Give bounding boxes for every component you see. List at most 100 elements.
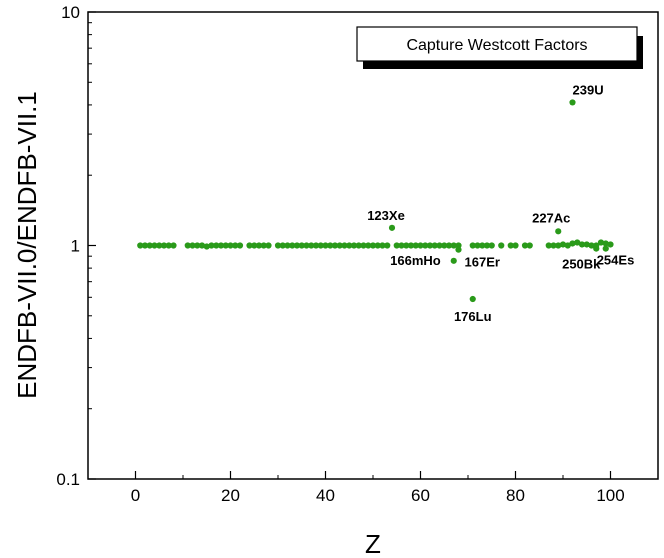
x-tick-label: 40 xyxy=(316,486,335,505)
legend-box: Capture Westcott Factors xyxy=(356,26,643,69)
data-point xyxy=(602,240,609,247)
data-point xyxy=(336,242,343,249)
data-point xyxy=(208,242,215,249)
annotation-123xe: 123Xe xyxy=(367,208,405,223)
x-axis-title: Z xyxy=(365,529,381,558)
x-tick-label: 20 xyxy=(221,486,240,505)
annotation-239u: 239U xyxy=(573,82,604,97)
data-point xyxy=(483,242,491,249)
data-point xyxy=(545,242,552,249)
data-point xyxy=(203,243,210,250)
data-point xyxy=(251,242,258,249)
data-point xyxy=(289,242,296,249)
data-point xyxy=(156,242,163,249)
data-point xyxy=(141,242,149,249)
x-tick-label: 60 xyxy=(411,486,430,505)
legend-title: Capture Westcott Factors xyxy=(406,37,587,54)
data-point xyxy=(360,242,367,249)
data-point xyxy=(384,242,391,249)
data-point xyxy=(431,242,438,249)
data-point xyxy=(146,242,153,249)
data-point xyxy=(160,242,168,249)
data-point xyxy=(312,242,320,249)
data-point xyxy=(331,242,339,249)
annotation-254es: 254Es xyxy=(597,252,635,267)
data-point xyxy=(469,242,476,249)
data-point xyxy=(350,242,358,249)
data-point xyxy=(365,242,372,249)
data-point xyxy=(521,242,529,249)
data-point xyxy=(555,242,562,249)
data-point xyxy=(303,242,310,249)
x-axis-ticks: 0 20 40 60 80 100 xyxy=(87,471,659,505)
data-point xyxy=(374,242,381,249)
data-point xyxy=(308,242,315,249)
data-point xyxy=(422,242,429,249)
data-point xyxy=(550,242,557,249)
data-point xyxy=(393,242,400,249)
data-point xyxy=(279,242,286,249)
y-axis-title: ENDFB-VII.0/ENDFB-VII.1 xyxy=(12,91,42,399)
data-point xyxy=(450,257,457,264)
data-point xyxy=(355,242,362,249)
data-point xyxy=(198,242,206,249)
data-point xyxy=(526,242,533,249)
data-point xyxy=(255,242,263,249)
data-point xyxy=(607,241,614,248)
data-point xyxy=(369,242,377,249)
y-axis-ticks: 0.1 1 10 xyxy=(56,3,96,489)
data-point xyxy=(217,242,225,249)
data-point xyxy=(488,242,495,249)
y-tick-label: 0.1 xyxy=(56,470,80,489)
data-point xyxy=(574,239,581,246)
data-point xyxy=(232,242,239,249)
data-points xyxy=(137,99,614,303)
data-point xyxy=(564,242,571,249)
x-tick-label: 80 xyxy=(506,486,525,505)
data-point xyxy=(597,239,605,246)
data-point xyxy=(403,242,410,249)
annotation-250bk: 250Bk xyxy=(562,257,601,272)
data-point xyxy=(469,295,476,303)
data-point xyxy=(346,242,353,249)
data-point xyxy=(274,242,282,249)
data-point xyxy=(322,242,329,249)
data-point xyxy=(426,242,434,249)
data-point xyxy=(593,242,600,249)
data-point xyxy=(455,242,462,249)
data-point xyxy=(227,242,234,249)
data-point xyxy=(317,242,324,249)
data-point xyxy=(327,242,334,249)
data-point xyxy=(213,242,220,249)
data-point xyxy=(569,99,576,106)
x-tick-label: 0 xyxy=(131,486,140,505)
data-point xyxy=(284,242,291,249)
data-point xyxy=(194,242,201,249)
data-point xyxy=(184,242,191,249)
data-point xyxy=(474,242,481,249)
data-point xyxy=(578,241,586,248)
annotation-176lu: 176Lu xyxy=(454,309,492,324)
data-point xyxy=(246,242,253,249)
data-point xyxy=(441,242,448,249)
data-point xyxy=(450,242,457,249)
data-point xyxy=(298,242,305,249)
data-point xyxy=(559,241,567,248)
data-point xyxy=(555,228,562,235)
data-point xyxy=(398,242,405,249)
annotation-166mho: 166mHo xyxy=(390,253,441,268)
data-point xyxy=(445,242,453,249)
data-point xyxy=(412,242,419,249)
data-point xyxy=(222,242,229,249)
data-point xyxy=(388,224,396,231)
data-point xyxy=(602,245,609,252)
data-point xyxy=(165,242,172,249)
data-point xyxy=(417,242,424,249)
x-tick-label: 100 xyxy=(596,486,624,505)
data-point xyxy=(293,242,301,249)
data-point xyxy=(151,242,158,249)
data-point xyxy=(407,242,415,249)
data-point xyxy=(260,242,267,249)
data-point xyxy=(569,240,576,247)
